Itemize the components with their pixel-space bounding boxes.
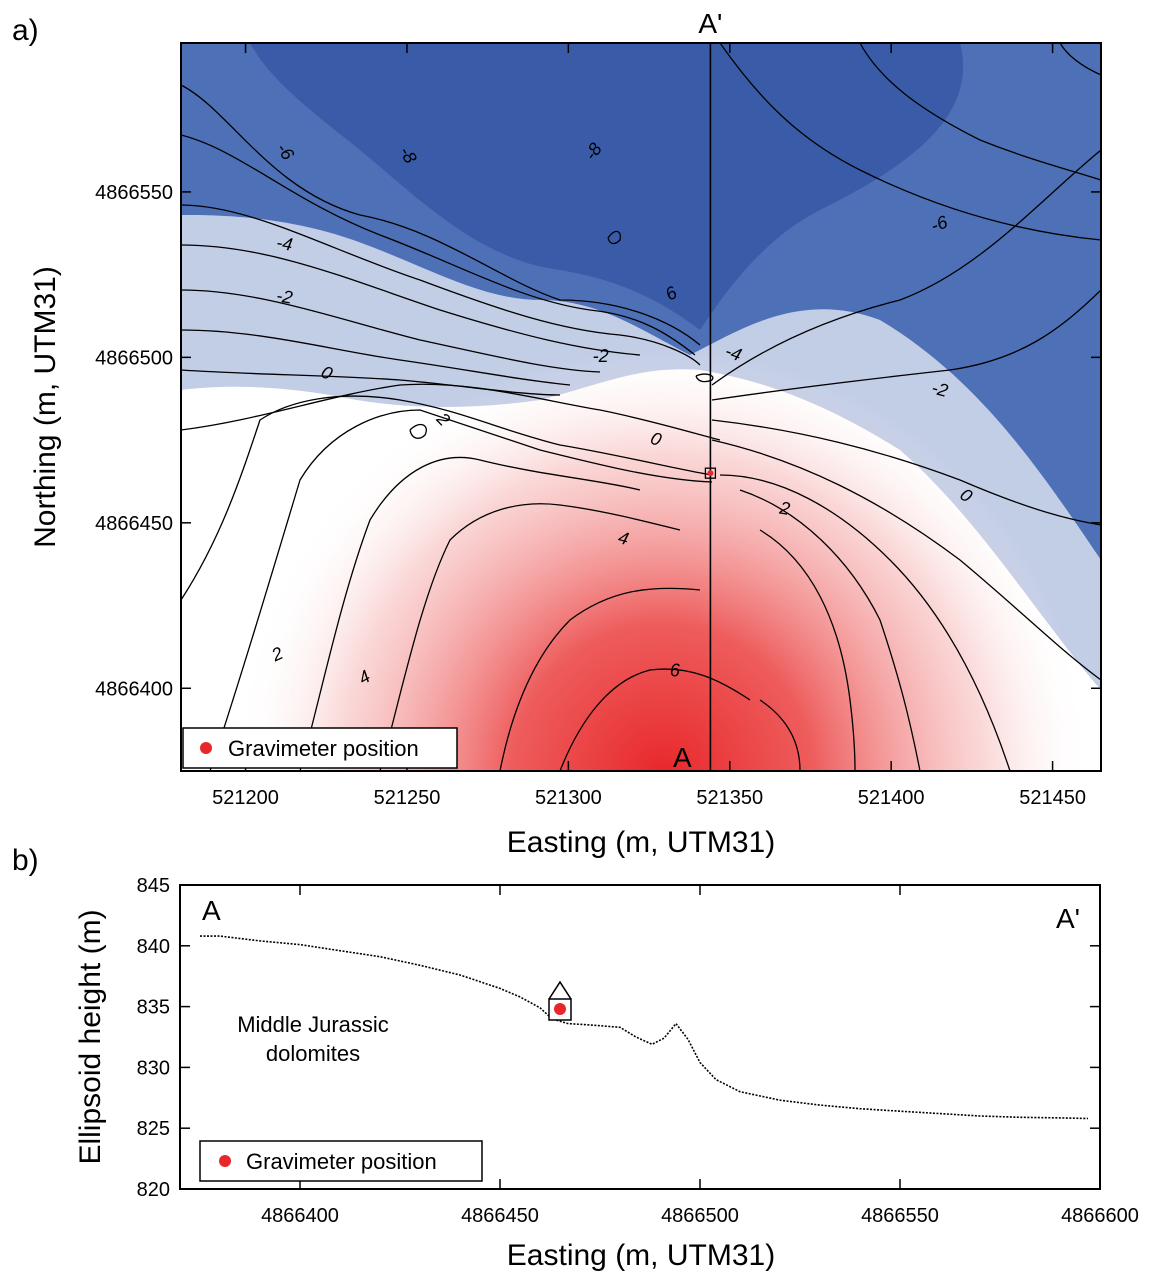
plot-frame-b — [179, 884, 1101, 1190]
y-tick-label-b: 830 — [137, 1057, 170, 1079]
rock-unit-label-line1: Middle Jurassic — [237, 1012, 389, 1037]
contour-label: -6 — [928, 211, 951, 236]
legend-b-label: Gravimeter position — [246, 1149, 437, 1174]
axis-b: 4866400 4866450 4866500 4866550 4866600 820 82… — [137, 875, 1139, 1227]
x-tick-label-a: 521200 — [212, 787, 279, 809]
x-axis-title-b: Easting (m, UTM31) — [507, 1239, 775, 1272]
gravimeter-station-icon — [548, 980, 572, 1021]
x-tick-label-a: 521400 — [858, 787, 925, 809]
gravimeter-marker-b — [554, 1003, 566, 1016]
profile-end-label: A' — [698, 8, 722, 39]
plot-frame-a — [180, 42, 1102, 772]
panel-b-label: b) — [12, 844, 39, 877]
contour-label: -4 — [722, 341, 744, 365]
y-tick-label-a: 4866500 — [95, 347, 173, 369]
x-axis-title-a: Easting (m, UTM31) — [507, 826, 775, 859]
y-tick-label-b: 835 — [137, 997, 170, 1019]
profile-plot — [200, 935, 1089, 1120]
x-tick-label-a: 521450 — [1019, 787, 1086, 809]
y-tick-label-a: 4866550 — [95, 182, 173, 204]
contour-label: 2 — [777, 497, 791, 519]
contour-label: -2 — [275, 285, 294, 307]
y-tick-label-b: 820 — [137, 1179, 170, 1201]
contour-label: 6 — [670, 660, 681, 680]
gravimeter-marker — [707, 470, 714, 477]
x-tick-label-b: 4866400 — [261, 1205, 339, 1227]
legend-b: Gravimeter position — [199, 1140, 483, 1182]
x-tick-label-b: 4866550 — [861, 1205, 939, 1227]
x-tick-label-b: 4866600 — [1061, 1205, 1139, 1227]
panel-a-label: a) — [12, 14, 39, 47]
x-tick-label-b: 4866500 — [661, 1205, 739, 1227]
contour-label: -2 — [593, 346, 609, 366]
contour-lines — [181, 43, 1101, 771]
y-tick-label-a: 4866450 — [95, 513, 173, 535]
legend-b-marker — [219, 1155, 231, 1167]
y-tick-label-a: 4866400 — [95, 678, 173, 700]
corner-label-a-prime: A' — [1056, 903, 1080, 934]
corner-label-a: A — [202, 895, 221, 926]
x-tick-label-a: 521350 — [696, 787, 763, 809]
elevation-profile-line — [200, 935, 1089, 1120]
x-tick-label-b: 4866450 — [461, 1205, 539, 1227]
legend-a-marker — [200, 742, 212, 754]
legend-a: Gravimeter position — [182, 727, 458, 769]
profile-start-label: A — [673, 742, 692, 773]
contour-label: 4 — [616, 527, 631, 549]
positive-anomaly-field — [181, 43, 1101, 771]
y-tick-label-b: 840 — [137, 936, 170, 958]
x-tick-label-a: 521300 — [535, 787, 602, 809]
y-axis-title-b: Ellipsoid height (m) — [74, 909, 107, 1164]
axis-a: 521200 521250 521300 521350 521400 521450 4866… — [95, 43, 1101, 809]
rock-unit-label-line2: dolomites — [266, 1041, 360, 1066]
contour-label: -4 — [275, 232, 294, 254]
x-tick-label-a: 521250 — [374, 787, 441, 809]
y-axis-title-a: Northing (m, UTM31) — [29, 266, 62, 548]
y-tick-label-b: 825 — [137, 1118, 170, 1140]
legend-a-label: Gravimeter position — [228, 736, 419, 761]
gravimeter-marker-box — [704, 467, 717, 479]
y-tick-label-b: 845 — [137, 875, 170, 897]
contour-label: -2 — [930, 378, 951, 401]
